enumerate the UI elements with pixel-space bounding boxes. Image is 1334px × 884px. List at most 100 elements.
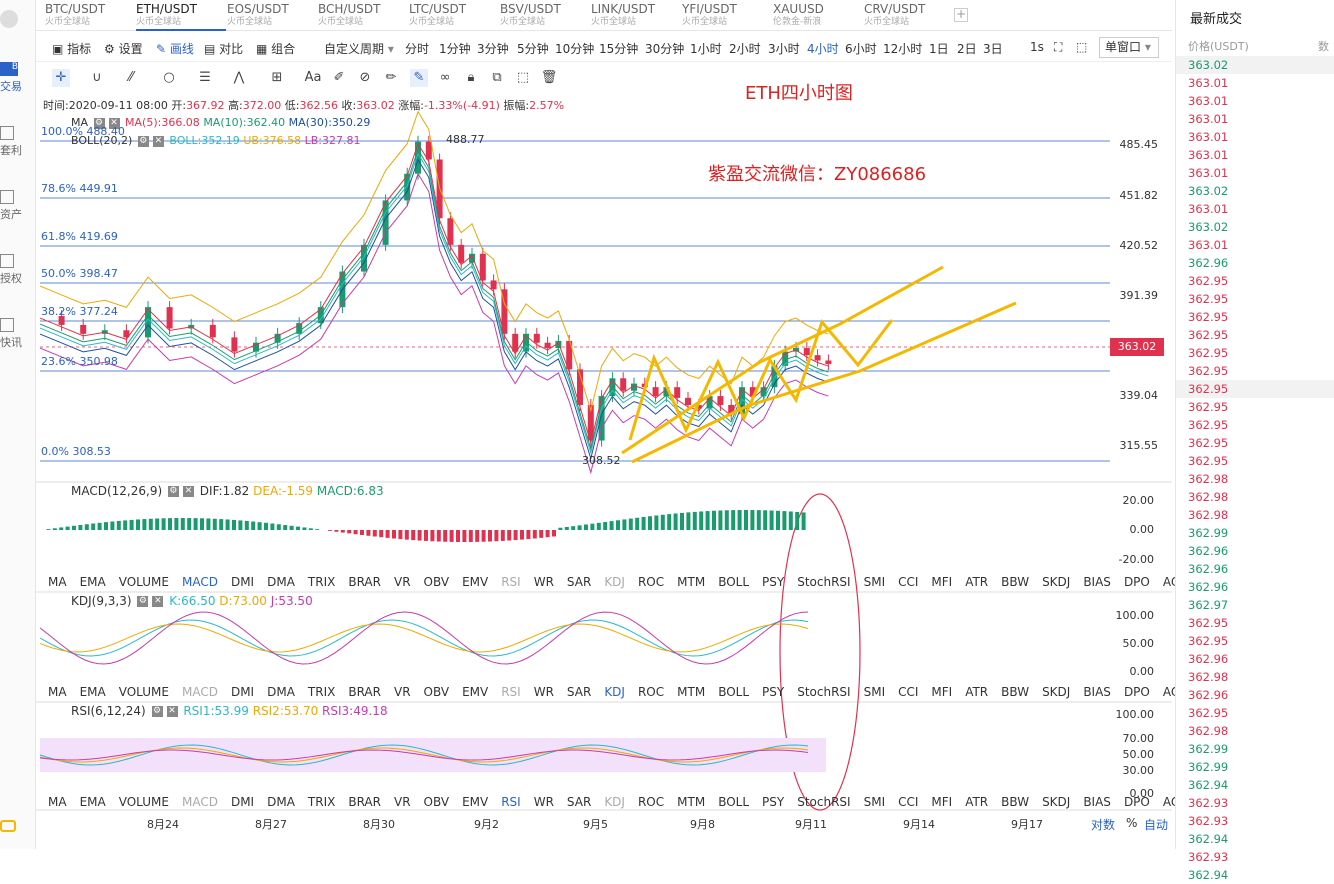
indicator-option-dma[interactable]: DMA [267, 575, 295, 589]
indicator-option-bbw[interactable]: BBW [1001, 685, 1029, 699]
indicator-option-bbw[interactable]: BBW [1001, 575, 1029, 589]
period-0[interactable]: 分时 [405, 40, 429, 57]
indicator-option-stochrsi[interactable]: StochRSI [797, 575, 850, 589]
indicator-option-roc[interactable]: ROC [638, 575, 664, 589]
fib-tool-icon[interactable]: ☰ [196, 69, 214, 87]
indicator-option-cci[interactable]: CCI [898, 795, 918, 809]
indicator-option-bias[interactable]: BIAS [1083, 575, 1111, 589]
indicator-option-wr[interactable]: WR [534, 795, 554, 809]
indicator-option-mtm[interactable]: MTM [677, 685, 705, 699]
indicator-option-mfi[interactable]: MFI [931, 795, 952, 809]
indicator-option-stochrsi[interactable]: StochRSI [797, 685, 850, 699]
indicator-option-roc[interactable]: ROC [638, 685, 664, 699]
eye-icon[interactable]: ∞ [436, 69, 454, 87]
line-tool-icon[interactable]: ⁄⁄ [122, 69, 140, 87]
price-chart[interactable] [36, 110, 1172, 830]
sidebar-item-exchange[interactable]: B 交易 [0, 62, 36, 94]
indicator-option-kdj[interactable]: KDJ [604, 795, 625, 809]
percent-scale-toggle[interactable]: % [1126, 816, 1137, 830]
indicator-option-rsi[interactable]: RSI [501, 795, 521, 809]
close-icon[interactable]: ✕ [152, 596, 163, 607]
indicator-option-dma[interactable]: DMA [267, 795, 295, 809]
sidebar-item-arbitrage[interactable]: 套利 [0, 126, 36, 158]
period-14[interactable]: 2日 [957, 40, 977, 57]
text-tool-icon[interactable]: Aa [304, 69, 322, 87]
indicator-option-trix[interactable]: TRIX [308, 795, 335, 809]
select-icon[interactable]: ⬚ [514, 69, 532, 87]
period-5[interactable]: 15分钟 [599, 40, 638, 57]
auto-scale-toggle[interactable]: 自动 [1144, 816, 1168, 833]
indicator-option-atr[interactable]: ATR [965, 795, 988, 809]
close-icon[interactable]: ✕ [183, 486, 194, 497]
indicator-option-kdj[interactable]: KDJ [604, 575, 625, 589]
copy-icon[interactable]: ⧉ [488, 69, 506, 87]
indicator-option-smi[interactable]: SMI [864, 685, 886, 699]
indicator-option-bias[interactable]: BIAS [1083, 685, 1111, 699]
period-6[interactable]: 30分钟 [645, 40, 684, 57]
period-9[interactable]: 3小时 [768, 40, 800, 57]
indicator-option-volume[interactable]: VOLUME [119, 685, 169, 699]
settings-icon[interactable]: ⚙ [152, 706, 163, 717]
period-13[interactable]: 1日 [929, 40, 949, 57]
indicator-option-brar[interactable]: BRAR [348, 685, 381, 699]
indicator-option-vr[interactable]: VR [394, 795, 411, 809]
indicator-option-wr[interactable]: WR [534, 575, 554, 589]
indicator-option-dpo[interactable]: DPO [1124, 685, 1150, 699]
indicator-option-kdj[interactable]: KDJ [604, 685, 625, 699]
indicator-option-mfi[interactable]: MFI [931, 575, 952, 589]
indicator-option-smi[interactable]: SMI [864, 795, 886, 809]
indicator-option-macd[interactable]: MACD [182, 685, 218, 699]
measure-tool-icon[interactable]: ⊞ [268, 69, 286, 87]
indicator-option-obv[interactable]: OBV [424, 685, 450, 699]
indicator-option-roc[interactable]: ROC [638, 795, 664, 809]
indicator-option-boll[interactable]: BOLL [718, 685, 749, 699]
screenshot-icon[interactable]: ⬚ [1076, 40, 1087, 54]
indicator-option-brar[interactable]: BRAR [348, 795, 381, 809]
add-tab-button[interactable]: + [954, 8, 968, 22]
period-11[interactable]: 6小时 [845, 40, 877, 57]
sidebar-item-authorize[interactable]: 授权 [0, 254, 36, 286]
indicator-option-stochrsi[interactable]: StochRSI [797, 795, 850, 809]
indicator-option-sar[interactable]: SAR [567, 575, 591, 589]
fullscreen-icon[interactable]: ⛶ [1054, 40, 1062, 55]
indicator-option-vr[interactable]: VR [394, 575, 411, 589]
indicator-option-atr[interactable]: ATR [965, 575, 988, 589]
sidebar-item-assets[interactable]: 资产 [0, 190, 36, 222]
indicator-option-macd[interactable]: MACD [182, 795, 218, 809]
settings-button[interactable]: ⚙ 设置 [104, 40, 143, 57]
indicator-option-brar[interactable]: BRAR [348, 575, 381, 589]
indicator-option-dmi[interactable]: DMI [231, 795, 254, 809]
indicator-option-trix[interactable]: TRIX [308, 575, 335, 589]
ellipse-tool-icon[interactable]: ○ [160, 69, 178, 87]
indicator-option-wr[interactable]: WR [534, 685, 554, 699]
period-3[interactable]: 5分钟 [517, 40, 549, 57]
indicator-option-atr[interactable]: ATR [965, 685, 988, 699]
indicator-option-trix[interactable]: TRIX [308, 685, 335, 699]
indicator-option-mtm[interactable]: MTM [677, 795, 705, 809]
draw-mode-icon[interactable]: ✎ [410, 69, 428, 87]
indicator-option-volume[interactable]: VOLUME [119, 575, 169, 589]
pencil-icon[interactable]: ✏ [382, 69, 400, 87]
trash-icon[interactable]: 🗑︎ [540, 69, 558, 87]
indicator-option-mfi[interactable]: MFI [931, 685, 952, 699]
custom-period-dropdown[interactable]: 自定义周期 ▾ [324, 40, 394, 57]
wave-tool-icon[interactable]: ⋀ [230, 69, 248, 87]
indicator-option-emv[interactable]: EMV [462, 685, 488, 699]
indicator-option-sar[interactable]: SAR [567, 795, 591, 809]
refresh-interval[interactable]: 1s [1030, 40, 1044, 54]
indicator-option-skdj[interactable]: SKDJ [1042, 685, 1070, 699]
indicator-option-macd[interactable]: MACD [182, 575, 218, 589]
indicator-option-ema[interactable]: EMA [80, 575, 106, 589]
indicator-option-mtm[interactable]: MTM [677, 575, 705, 589]
close-icon[interactable]: ✕ [153, 136, 164, 147]
period-8[interactable]: 2小时 [729, 40, 761, 57]
settings-icon[interactable]: ⚙ [137, 596, 148, 607]
indicator-option-ema[interactable]: EMA [80, 685, 106, 699]
indicator-option-obv[interactable]: OBV [424, 795, 450, 809]
